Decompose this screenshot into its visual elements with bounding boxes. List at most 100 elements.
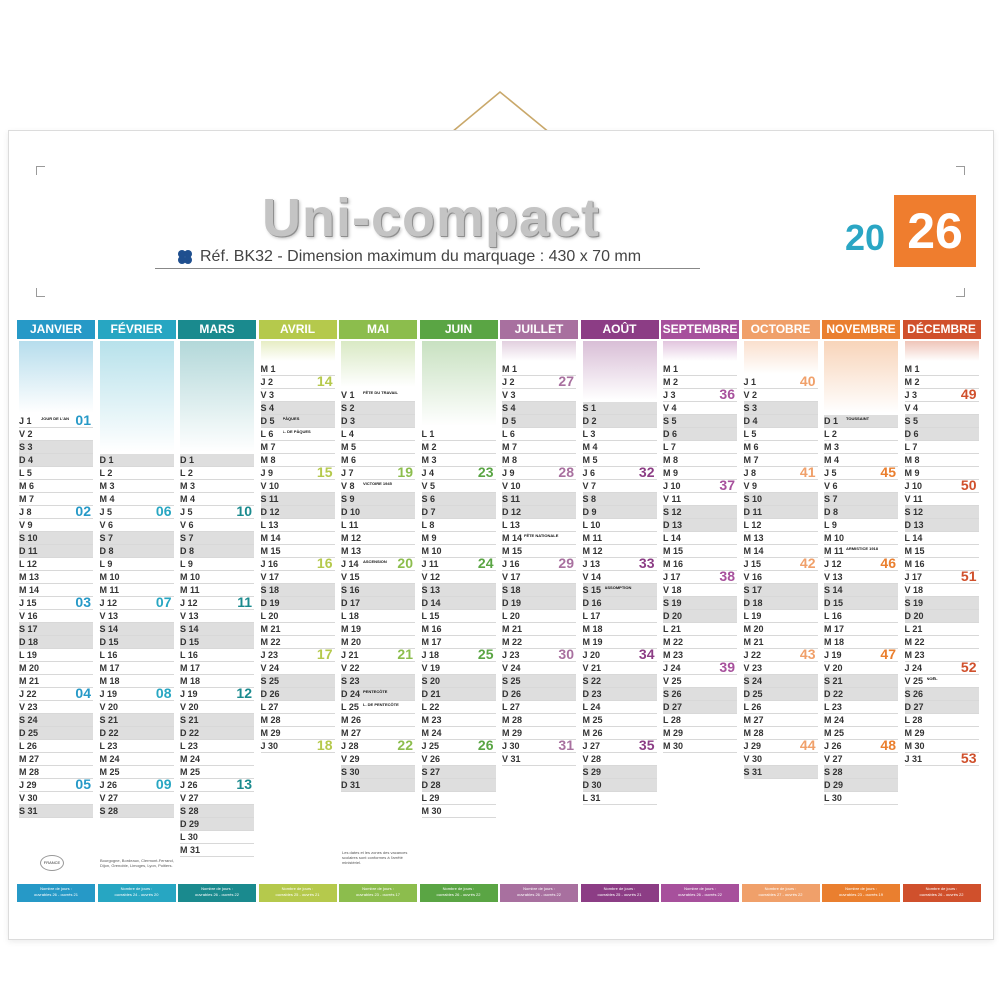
day-row: V 6 [180,519,254,532]
month-column: JUILLET M 1 J 2 27 V 3 S 4 D 5 L 6 M 7 M 8 J 9 28 V … [500,320,578,904]
day-row: D 8 [824,506,898,519]
day-row: M 1 [260,363,335,376]
day-number: V 6 [824,481,838,491]
day-row: D 15 [180,636,254,649]
day-number: V 28 [582,754,602,764]
day-row: S 4 [260,402,335,415]
day-row: L 8 [421,519,496,532]
day-row: V 24 [260,662,335,675]
day-number: V 8 [341,481,355,491]
holiday-label: PENTECÔTE [363,689,388,694]
day-number: M 8 [260,455,276,465]
day-row: M 24 [421,727,496,740]
page-title: Uni-compact [262,188,601,248]
day-row: J 1 JOUR DE L'AN 01 [19,412,93,428]
footer-text: Nombre de jours : [603,886,636,891]
footer-text: ouvrables 25 - ouvrés 21 [597,892,642,897]
crop-mark [36,166,45,175]
day-number: J 6 [582,468,596,478]
day-number: M 22 [502,637,523,647]
day-number: L 16 [99,650,118,660]
day-row: M 21 [502,623,576,636]
day-row: V 27 [824,753,898,766]
day-row: S 28 [99,805,174,818]
day-number: L 28 [904,715,923,725]
day-row: M 19 [341,623,415,636]
day-number: L 2 [180,468,193,478]
day-number: L 27 [502,702,520,712]
day-number: M 25 [582,715,603,725]
day-number: J 20 [582,650,601,660]
day-number: V 26 [421,754,441,764]
day-number: L 30 [824,793,842,803]
day-number: L 13 [502,520,520,530]
day-row: V 6 [99,519,174,532]
day-number: S 4 [260,403,275,413]
day-row: M 17 [99,662,174,675]
day-number: S 12 [663,507,682,517]
day-row: L 16 [180,649,254,662]
day-number: J 24 [663,663,681,673]
day-number: S 2 [341,403,355,413]
day-number: L 4 [341,429,354,439]
day-row: M 21 [260,623,335,636]
week-number: 39 [719,659,735,675]
day-row: J 13 33 [582,555,657,571]
day-number: J 9 [502,468,515,478]
day-number: M 26 [582,728,603,738]
day-number: V 27 [99,793,119,803]
day-row: J 3 49 [904,386,979,402]
day-row: S 31 [19,805,93,818]
day-number: M 29 [663,728,684,738]
day-row: J 6 32 [582,464,657,480]
week-number: 37 [719,477,735,493]
day-row: J 17 38 [663,568,737,584]
day-row: J 19 47 [824,646,898,662]
day-row: S 12 [904,506,979,519]
day-number: D 6 [904,429,919,439]
day-number: S 25 [502,676,521,686]
day-row: M 4 [180,493,254,506]
france-logo: FRANCE [40,855,64,871]
day-number: V 3 [502,390,516,400]
day-number: M 20 [743,624,764,634]
month-footer: Nombre de jours : ouvrables 26 - ouvrés 2… [17,884,95,902]
day-row: D 31 [341,779,415,792]
day-row: L 23 [824,701,898,714]
day-row: V 13 [99,610,174,623]
day-number: J 10 [904,481,923,491]
day-row: V 20 [824,662,898,675]
day-number: D 24 [341,689,361,699]
day-row: S 18 [502,584,576,597]
week-number: 12 [236,685,252,701]
day-row: D 1 [99,454,174,467]
day-row: J 22 04 [19,685,93,701]
day-number: L 21 [904,624,923,634]
footer-text: Nombre de jours : [764,886,797,891]
day-row: M 5 [341,441,415,454]
day-row: J 29 44 [743,737,818,753]
day-row: V 26 [421,753,496,766]
day-row: M 29 [502,727,576,740]
day-row: M 24 [824,714,898,727]
day-number: J 10 [663,481,681,491]
day-number: D 27 [663,702,683,712]
day-number: L 20 [260,611,279,621]
month-footer: Nombre de jours : ouvrables 26 - ouvrés 2… [902,884,981,902]
day-number: S 18 [260,585,280,595]
day-row: V 19 [421,662,496,675]
day-row: L 26 [743,701,818,714]
day-number: M 17 [824,624,845,634]
week-number: 50 [960,477,977,493]
day-row: M 19 [582,636,657,649]
day-number: V 24 [260,663,280,673]
month-gradient [743,341,818,374]
day-row: D 14 [421,597,496,610]
day-row: V 13 [824,571,898,584]
day-number: M 15 [663,546,684,556]
day-row: D 1 [180,454,254,467]
day-number: M 8 [502,455,518,465]
day-row: V 8 VICTOIRE 1945 [341,480,415,493]
day-number: D 25 [19,728,39,738]
holiday-label: NOËL [926,676,938,681]
